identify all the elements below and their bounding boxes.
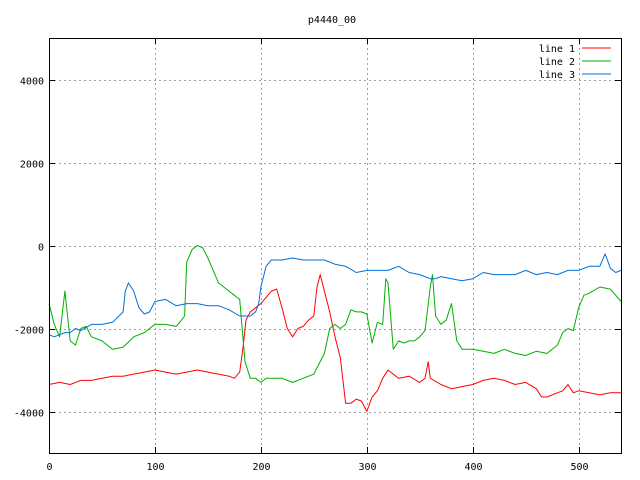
x-tick-label: 0 [46, 462, 52, 473]
series-layer [48, 245, 622, 412]
y-tick-label: 2000 [20, 160, 44, 171]
y-tick-label: 4000 [20, 77, 44, 88]
series-line-2 [48, 245, 622, 383]
legend-label: line 3 [539, 70, 575, 81]
series-line-1 [48, 274, 621, 412]
x-tick-label: 100 [146, 462, 164, 473]
y-tick-label: -2000 [14, 326, 44, 337]
y-tick-label: 0 [38, 243, 44, 254]
x-tick-label: 500 [570, 462, 588, 473]
x-tick-label: 400 [464, 462, 482, 473]
legend-label: line 1 [539, 44, 575, 55]
chart-title: p4440_00 [308, 15, 356, 26]
grid [49, 38, 621, 453]
series-line-3 [48, 253, 622, 338]
x-tick-label: 300 [358, 462, 376, 473]
legend: line 1 line 2 line 3 [539, 44, 611, 81]
y-tick-label: -4000 [14, 409, 44, 420]
legend-label: line 2 [539, 57, 575, 68]
axis-ticks: 0 100 200 300 400 500 -4000 -2000 0 2000 4000 [14, 38, 621, 473]
x-tick-label: 200 [252, 462, 270, 473]
